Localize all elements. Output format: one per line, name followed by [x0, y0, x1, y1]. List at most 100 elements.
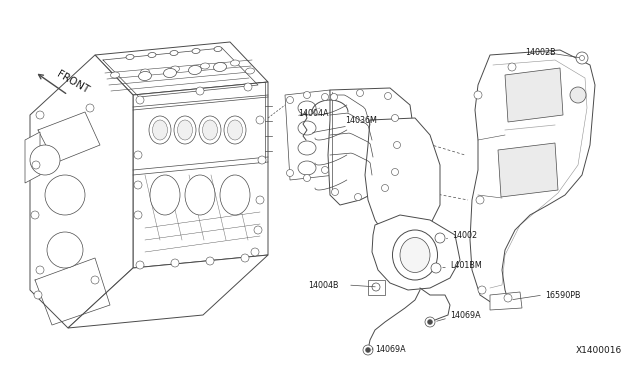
Ellipse shape [152, 120, 168, 140]
Circle shape [504, 294, 512, 302]
Circle shape [474, 91, 482, 99]
Circle shape [244, 83, 252, 91]
Ellipse shape [185, 175, 215, 215]
Text: 14002B: 14002B [525, 48, 556, 57]
Polygon shape [372, 215, 460, 290]
Polygon shape [328, 88, 415, 205]
Circle shape [136, 96, 144, 104]
Circle shape [321, 167, 328, 173]
Circle shape [332, 189, 339, 196]
Circle shape [254, 226, 262, 234]
Circle shape [31, 211, 39, 219]
Circle shape [478, 286, 486, 294]
Circle shape [287, 170, 294, 176]
Circle shape [365, 347, 371, 353]
Ellipse shape [126, 54, 134, 60]
Circle shape [45, 175, 85, 215]
Ellipse shape [189, 65, 202, 74]
Ellipse shape [298, 121, 316, 135]
Circle shape [36, 111, 44, 119]
Circle shape [30, 145, 60, 175]
Circle shape [206, 257, 214, 265]
Ellipse shape [298, 161, 316, 175]
Circle shape [425, 317, 435, 327]
Ellipse shape [150, 175, 180, 215]
Circle shape [570, 87, 586, 103]
Ellipse shape [214, 62, 227, 71]
Ellipse shape [111, 72, 120, 78]
Circle shape [258, 156, 266, 164]
Circle shape [134, 151, 142, 159]
Ellipse shape [246, 68, 255, 74]
Circle shape [136, 261, 144, 269]
Circle shape [321, 93, 328, 100]
Text: 14004A: 14004A [298, 109, 328, 118]
Ellipse shape [220, 175, 250, 215]
Ellipse shape [163, 68, 177, 77]
Ellipse shape [177, 120, 193, 140]
Circle shape [47, 232, 83, 268]
Circle shape [428, 320, 433, 324]
Polygon shape [25, 132, 40, 183]
Circle shape [355, 193, 362, 201]
Circle shape [579, 55, 584, 61]
Circle shape [303, 174, 310, 182]
Polygon shape [68, 255, 268, 328]
Ellipse shape [200, 63, 209, 69]
Text: 16590PB: 16590PB [545, 291, 580, 299]
Circle shape [34, 291, 42, 299]
Text: 14004B: 14004B [308, 280, 339, 289]
Ellipse shape [192, 48, 200, 54]
Ellipse shape [148, 52, 156, 58]
Circle shape [385, 93, 392, 99]
Text: 14002: 14002 [452, 231, 477, 240]
Circle shape [134, 181, 142, 189]
Ellipse shape [230, 60, 239, 66]
Circle shape [134, 211, 142, 219]
Circle shape [392, 169, 399, 176]
Circle shape [576, 52, 588, 64]
Ellipse shape [174, 116, 196, 144]
Circle shape [256, 116, 264, 124]
Circle shape [171, 259, 179, 267]
Text: X1400016: X1400016 [576, 346, 622, 355]
Circle shape [196, 87, 204, 95]
Text: 14036M: 14036M [345, 115, 377, 125]
Ellipse shape [392, 230, 438, 280]
Circle shape [303, 92, 310, 99]
Polygon shape [365, 118, 440, 240]
Polygon shape [490, 292, 522, 310]
Ellipse shape [298, 141, 316, 155]
Circle shape [330, 93, 337, 100]
Circle shape [363, 345, 373, 355]
Circle shape [435, 233, 445, 243]
Polygon shape [368, 280, 385, 295]
Circle shape [372, 283, 380, 291]
Text: 14069A: 14069A [375, 346, 406, 355]
Ellipse shape [138, 71, 152, 80]
Circle shape [91, 276, 99, 284]
Circle shape [392, 115, 399, 122]
Circle shape [32, 161, 40, 169]
Circle shape [508, 63, 516, 71]
Polygon shape [285, 90, 335, 180]
Circle shape [251, 248, 259, 256]
Ellipse shape [400, 237, 430, 273]
Circle shape [241, 254, 249, 262]
Ellipse shape [141, 69, 150, 75]
Polygon shape [505, 68, 563, 122]
Polygon shape [133, 82, 268, 268]
Ellipse shape [170, 66, 179, 72]
Ellipse shape [170, 51, 178, 55]
Circle shape [36, 266, 44, 274]
Circle shape [356, 90, 364, 96]
Circle shape [86, 104, 94, 112]
Ellipse shape [202, 120, 218, 140]
Ellipse shape [298, 101, 316, 115]
Circle shape [476, 196, 484, 204]
Ellipse shape [199, 116, 221, 144]
Circle shape [256, 196, 264, 204]
Circle shape [431, 263, 441, 273]
Circle shape [287, 96, 294, 103]
Polygon shape [470, 50, 595, 305]
